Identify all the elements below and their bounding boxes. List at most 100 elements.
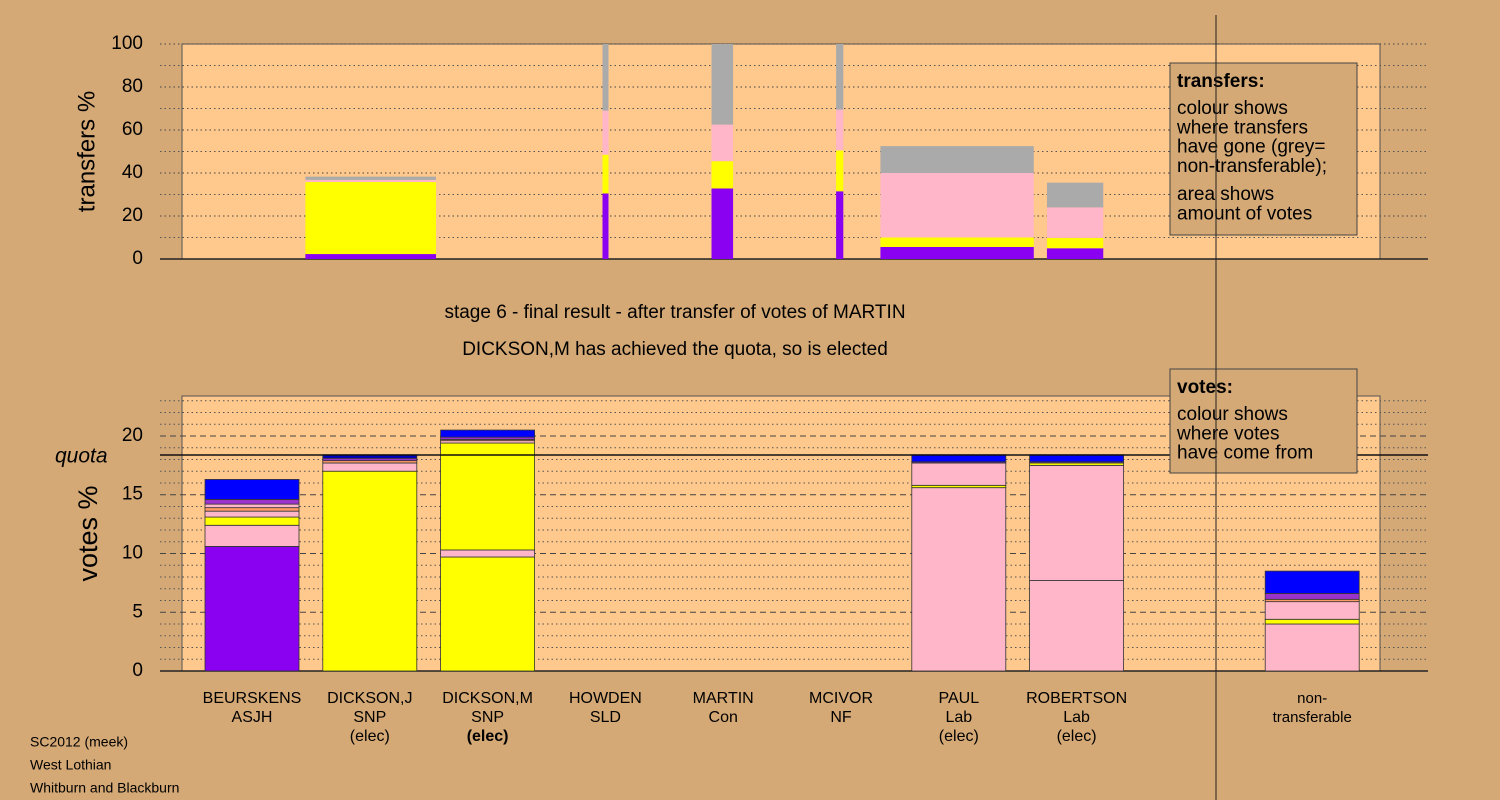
x-tick-label: (elec) [939,728,979,745]
bar-segment [911,462,1007,486]
bar-segment [836,44,844,110]
bar-segment [305,176,436,180]
bar-segment [836,109,844,151]
x-tick-label: PAUL [938,690,979,707]
bar-segment [911,454,1007,463]
chart-subtitle: DICKSON,M has achieved the quota, so is … [462,339,888,360]
bar-segment [880,146,1034,173]
x-tick-label: MARTIN [693,690,754,707]
bar-segment [1046,237,1104,249]
bar-segment [204,516,300,526]
bar-segment [1046,248,1104,259]
x-tick-label: SNP [471,709,504,726]
bar-segment [602,44,609,111]
footer-text: Whitburn and Blackburn [30,780,179,796]
x-tick-label: (elec) [467,728,509,745]
bar-segment [1029,580,1124,672]
y-tick-label: 0 [132,248,143,269]
footer-text: SC2012 (meek) [30,734,128,750]
legend-text: area shows [1177,184,1274,205]
bar-segment [711,124,734,162]
bar-segment [204,524,300,547]
bar-segment [204,546,300,672]
bar-segment [1264,601,1360,620]
x-tick-label: Con [709,709,738,726]
x-tick-label: SLD [590,709,621,726]
x-tick-label: (elec) [350,728,390,745]
y-tick-label: 20 [122,425,143,446]
x-tick-label: BEURSKENS [203,690,302,707]
bar-segment [911,487,1007,672]
legend-text: colour shows [1177,98,1288,119]
legend-text: amount of votes [1177,204,1312,225]
bar-segment [204,499,300,505]
bar-segment [322,470,418,672]
bar-segment [1264,570,1360,594]
x-tick-label: DICKSON,M [442,690,533,707]
bar-segment [1264,618,1360,625]
y-tick-label: 15 [122,484,143,505]
bar-segment [880,173,1034,238]
y-tick-label: 60 [122,119,143,140]
x-tick-label: ASJH [232,709,273,726]
bar-segment [440,442,536,551]
x-tick-label: (elec) [1057,728,1097,745]
chart-title: stage 6 - final result - after transfer … [444,302,905,323]
bar-segment [602,193,609,259]
bar-segment [204,479,300,500]
y-tick-label: 40 [122,162,143,183]
bar-segment [1264,623,1360,672]
y-tick-label: 10 [122,542,143,563]
x-tick-label: DICKSON,J [327,690,412,707]
y-tick-label: 100 [111,33,143,54]
legend-text: non-transferable); [1177,156,1327,177]
bar-segment [305,254,436,259]
legend-text: have gone (grey= [1177,137,1325,158]
bar-segment [602,154,609,194]
bar-segment [305,179,436,183]
bar-segment [1029,454,1124,463]
bar-segment [440,549,536,558]
bar-segment [322,462,418,472]
bar-segment [836,150,844,192]
x-tick-label: transferable [1273,709,1352,726]
bar-segment [204,507,300,512]
bar-segment [880,237,1034,247]
y-tick-label: 20 [122,205,143,226]
bar-segment [305,182,436,255]
footer-text: West Lothian [30,757,111,773]
x-tick-label: Lab [945,709,972,726]
bar-segment [1046,182,1104,208]
y-axis-label: votes % [73,485,103,581]
bar-segment [602,110,609,155]
bar-segment [1046,207,1104,238]
legend-box [1169,62,1358,236]
y-tick-label: 0 [132,660,143,681]
y-tick-label: 5 [132,601,143,622]
bar-segment [440,429,536,438]
y-tick-label: 80 [122,76,143,97]
x-tick-label: non- [1297,690,1327,707]
legend-text: where votes [1176,423,1279,444]
legend-title: transfers: [1177,71,1265,92]
bar-segment [440,556,536,672]
x-tick-label: NF [830,709,852,726]
x-tick-label: SNP [353,709,386,726]
x-tick-label: Lab [1063,709,1090,726]
y-axis-label: transfers % [73,91,100,212]
bar-segment [880,246,1034,259]
legend-text: have come from [1177,443,1313,464]
legend-title: votes: [1177,377,1233,398]
bar-segment [204,510,300,518]
x-tick-label: HOWDEN [569,690,642,707]
bar-segment [1264,593,1360,600]
bar-segment [204,503,300,509]
bar-segment [1029,464,1124,581]
legend-text: colour shows [1177,404,1288,425]
x-tick-label: MCIVOR [809,690,873,707]
bar-segment [711,188,734,259]
bar-segment [711,161,734,189]
bar-segment [711,44,734,125]
legend-box [1169,368,1358,474]
